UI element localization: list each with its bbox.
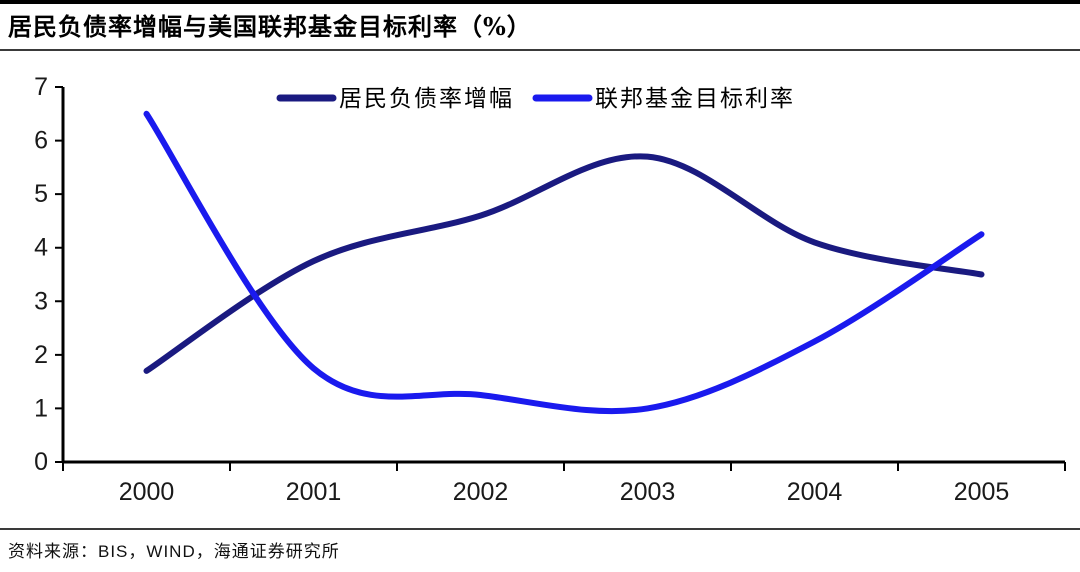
y-axis-labels: 0 1 2 3 4 5 6 7	[34, 73, 48, 476]
series-line-debt-ratio	[143, 153, 985, 374]
legend-item-fed-funds: 联邦基金目标利率	[532, 86, 795, 112]
x-tick-label: 2004	[787, 478, 843, 506]
top-border	[0, 0, 1080, 4]
y-tick-label: 2	[34, 341, 48, 369]
legend-label-debt-ratio: 居民负债率增幅	[339, 86, 514, 112]
legend-item-debt-ratio: 居民负债率增幅	[276, 86, 514, 112]
x-tick-label: 2002	[453, 478, 509, 506]
y-tick-label: 6	[34, 127, 48, 155]
y-tick-label: 5	[34, 180, 48, 208]
source-note: 资料来源：BIS，WIND，海通证券研究所	[8, 542, 340, 561]
y-tick-label: 4	[34, 234, 48, 262]
legend-label-fed-funds: 联邦基金目标利率	[595, 86, 795, 112]
x-tick-label: 2005	[954, 478, 1010, 506]
y-tick-label: 7	[34, 73, 48, 101]
x-tick-label: 2001	[286, 478, 342, 506]
y-tick-label: 3	[34, 287, 48, 315]
series-line-fed-funds	[143, 110, 985, 415]
line-chart: 居民负债率增幅 联邦基金目标利率 0 1 2 3 4 5 6 7 2000	[34, 73, 1066, 506]
chart-legend: 居民负债率增幅 联邦基金目标利率	[276, 86, 795, 112]
x-tick-label: 2000	[119, 478, 175, 506]
chart-title: 居民负债率增幅与美国联邦基金目标利率（%）	[8, 12, 532, 41]
x-tick-label: 2003	[620, 478, 676, 506]
x-tick-marks	[62, 462, 1066, 471]
y-tick-marks	[55, 86, 63, 463]
title-divider	[0, 49, 1080, 51]
y-tick-label: 1	[34, 394, 48, 422]
x-axis-labels: 2000 2001 2002 2003 2004 2005	[119, 478, 1010, 506]
y-tick-label: 0	[34, 448, 48, 476]
footer-divider	[0, 528, 1080, 530]
